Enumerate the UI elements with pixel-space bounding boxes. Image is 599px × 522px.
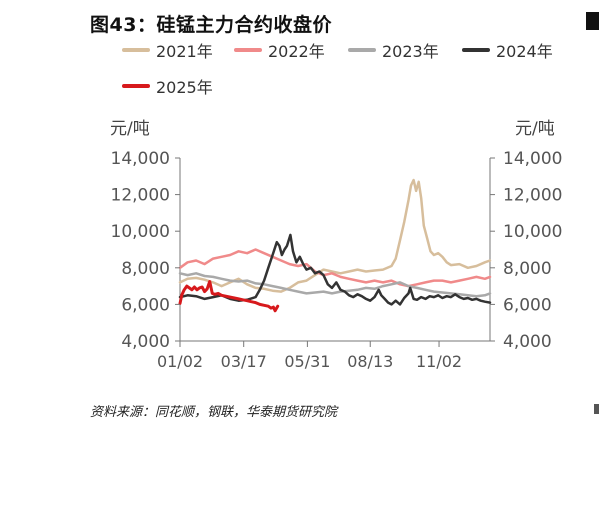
- chart-axes: [179, 158, 491, 342]
- series-line-2022: [178, 248, 492, 288]
- y-tick-label-right: 10,000: [503, 222, 562, 242]
- series-line-2021: [178, 178, 492, 293]
- y-tick-label-right: 8,000: [503, 259, 552, 279]
- legend-label-2025: 2025年: [156, 78, 213, 97]
- legend-item-2023: 2023年: [348, 38, 439, 62]
- decorative-mark: [586, 12, 599, 30]
- y-tick-label-left: 10,000: [111, 222, 170, 242]
- legend-label-2021: 2021年: [156, 42, 213, 61]
- y-tick-label-left: 6,000: [121, 295, 170, 315]
- y-tick-label-right: 12,000: [503, 186, 562, 206]
- legend-label-2024: 2024年: [496, 42, 553, 61]
- chart-series: [178, 178, 492, 313]
- x-tick-label: 03/17: [221, 352, 267, 371]
- x-tick-label: 08/13: [347, 352, 393, 371]
- series-line-2025: [178, 280, 280, 313]
- legend-item-2025: 2025年: [122, 74, 213, 98]
- y-axis-unit-right: 元/吨: [515, 119, 555, 139]
- legend-swatch-2021: [122, 48, 150, 52]
- legend-swatch-2022: [234, 48, 262, 52]
- y-tick-label-left: 8,000: [121, 259, 170, 279]
- legend-item-2022: 2022年: [234, 38, 325, 62]
- y-tick-label-right: 14,000: [503, 149, 562, 169]
- chart-title: 图43：硅锰主力合约收盘价: [90, 14, 332, 36]
- legend-label-2022: 2022年: [268, 42, 325, 61]
- x-tick-label: 05/31: [284, 352, 330, 371]
- legend-label-2023: 2023年: [382, 42, 439, 61]
- series-line-2023: [178, 272, 492, 298]
- series-line-2024: [178, 233, 492, 306]
- chart-ticks: 4,000 4,000 6,000 6,000 8,000 8,000 10,000 10,0…: [111, 149, 563, 371]
- y-tick-label-left: 14,000: [111, 149, 170, 169]
- legend-swatch-2023: [348, 48, 376, 52]
- legend-item-2024: 2024年: [462, 38, 553, 62]
- legend-item-2021: 2021年: [122, 38, 213, 62]
- y-tick-label-left: 4,000: [121, 332, 170, 352]
- legend-swatch-2025: [122, 84, 150, 88]
- x-tick-label: 11/02: [416, 352, 462, 371]
- decorative-mark-bottom: [594, 404, 599, 414]
- y-tick-label-left: 12,000: [111, 186, 170, 206]
- legend-swatch-2024: [462, 48, 490, 52]
- x-tick-label: 01/02: [157, 352, 203, 371]
- y-tick-label-right: 4,000: [503, 332, 552, 352]
- y-axis-unit-left: 元/吨: [110, 119, 150, 139]
- source-note: 资料来源：同花顺，钢联，华泰期货研究院: [90, 405, 338, 420]
- y-tick-label-right: 6,000: [503, 295, 552, 315]
